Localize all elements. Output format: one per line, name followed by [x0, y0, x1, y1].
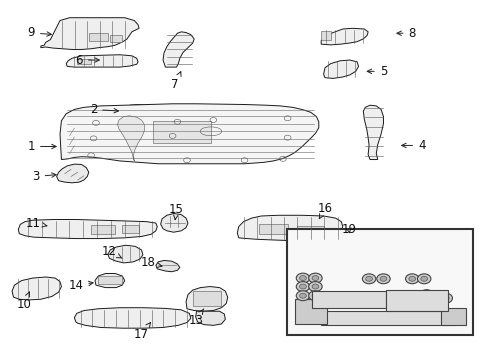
Bar — [297, 226, 323, 235]
Circle shape — [376, 274, 389, 284]
Polygon shape — [74, 308, 190, 328]
Bar — [385, 290, 447, 311]
Bar — [89, 33, 108, 41]
Text: 10: 10 — [17, 292, 31, 311]
Text: 12: 12 — [102, 245, 122, 258]
Circle shape — [308, 273, 322, 283]
Bar — [294, 298, 327, 324]
Bar — [321, 31, 330, 40]
Circle shape — [299, 293, 305, 298]
Text: 11: 11 — [26, 217, 47, 230]
Circle shape — [419, 290, 432, 300]
Text: 15: 15 — [169, 203, 183, 220]
Circle shape — [296, 291, 309, 301]
Text: 9: 9 — [27, 26, 51, 39]
Circle shape — [362, 274, 375, 284]
Bar — [153, 121, 210, 143]
Circle shape — [379, 276, 386, 281]
Polygon shape — [363, 105, 383, 159]
Polygon shape — [163, 32, 194, 67]
Bar — [192, 292, 221, 306]
Bar — [110, 35, 122, 42]
Polygon shape — [117, 116, 144, 161]
Polygon shape — [321, 28, 367, 45]
Polygon shape — [123, 104, 151, 113]
Circle shape — [142, 105, 152, 112]
Text: 17: 17 — [134, 323, 150, 341]
Circle shape — [296, 273, 309, 283]
Polygon shape — [156, 260, 180, 272]
Circle shape — [299, 284, 305, 289]
Circle shape — [311, 293, 318, 298]
Polygon shape — [57, 164, 89, 183]
Text: 7: 7 — [171, 72, 181, 91]
Circle shape — [308, 291, 322, 301]
Circle shape — [420, 276, 427, 281]
Circle shape — [408, 276, 415, 281]
Bar — [258, 224, 287, 234]
Text: 14: 14 — [68, 279, 93, 292]
Bar — [91, 225, 115, 234]
Text: 2: 2 — [90, 103, 118, 116]
Circle shape — [423, 292, 429, 297]
Text: 18: 18 — [140, 256, 162, 269]
Polygon shape — [160, 213, 187, 232]
Text: 6: 6 — [75, 54, 99, 67]
Text: 1: 1 — [27, 140, 56, 153]
Circle shape — [365, 276, 372, 281]
Bar — [321, 311, 454, 325]
Text: 19: 19 — [341, 223, 356, 236]
Circle shape — [405, 274, 418, 284]
Text: 4: 4 — [401, 139, 425, 152]
Text: 5: 5 — [366, 65, 386, 78]
Bar — [440, 309, 465, 325]
Polygon shape — [60, 104, 318, 164]
Polygon shape — [195, 311, 225, 325]
Polygon shape — [66, 55, 138, 67]
Circle shape — [311, 276, 318, 280]
Circle shape — [308, 282, 322, 292]
Circle shape — [442, 296, 448, 301]
Text: 3: 3 — [32, 170, 56, 183]
Polygon shape — [237, 215, 342, 241]
Circle shape — [417, 274, 430, 284]
Circle shape — [296, 282, 309, 292]
Circle shape — [438, 293, 451, 303]
Bar — [77, 59, 91, 64]
Bar — [311, 291, 385, 308]
Polygon shape — [185, 287, 227, 311]
Bar — [286, 229, 471, 334]
Bar — [98, 276, 122, 284]
Polygon shape — [323, 60, 358, 78]
Bar — [122, 225, 139, 233]
Polygon shape — [18, 220, 157, 239]
Polygon shape — [95, 274, 124, 288]
Text: 16: 16 — [317, 202, 332, 219]
Circle shape — [299, 276, 305, 280]
Circle shape — [311, 284, 318, 289]
Polygon shape — [12, 277, 61, 300]
Text: 8: 8 — [396, 27, 415, 40]
Polygon shape — [108, 245, 142, 263]
Text: 13: 13 — [188, 309, 203, 327]
Polygon shape — [41, 18, 139, 49]
